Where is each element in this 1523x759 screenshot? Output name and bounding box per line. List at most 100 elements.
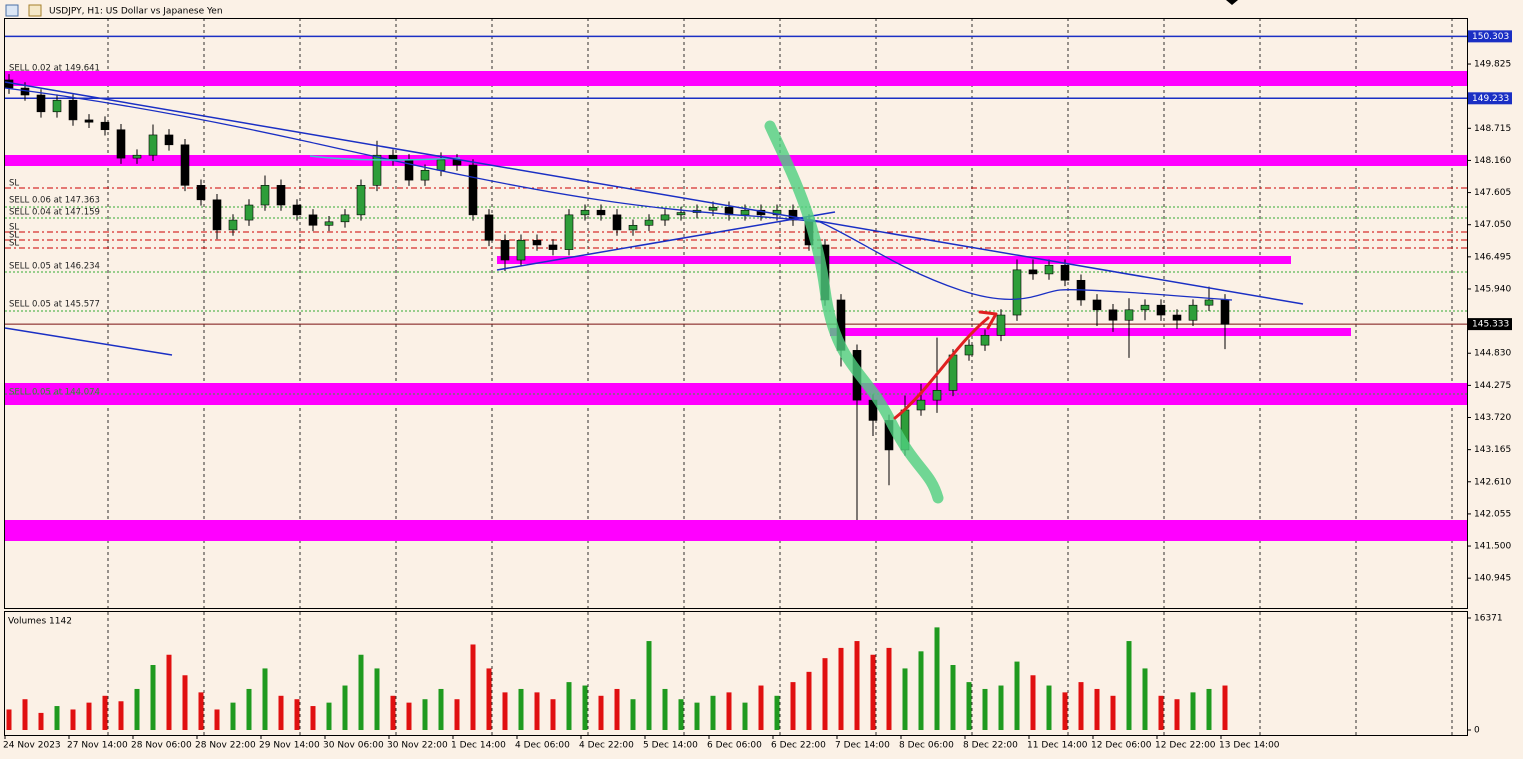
volume-bar [838,647,844,730]
order-label: SL [9,223,19,233]
volume-bar [598,695,604,730]
volume-bar [118,701,124,730]
volume-bar [390,695,396,730]
order-label: SL [9,239,19,249]
candle-body [788,209,798,221]
x-tick-label: 28 Nov 06:00 [131,741,192,751]
volume-bar [6,709,12,730]
candle-body [548,244,558,250]
candle-body [116,129,126,159]
volume-bar [486,668,492,730]
order-label: SELL 0.06 at 147.363 [9,196,100,206]
order-label: SELL 0.02 at 149.641 [9,64,100,74]
volume-bar [166,654,172,730]
volume-bar [1062,692,1068,730]
candle-body [212,199,222,231]
volume-bar [1094,688,1100,730]
zone [5,71,1467,86]
candle-body [1188,304,1198,321]
volume-bar [406,702,412,730]
candle-body [964,344,974,356]
volume-bar [54,706,60,730]
candle-body [388,154,398,161]
volume-bar [246,688,252,730]
symbol-icon [28,4,42,17]
x-tick-label: 8 Dec 06:00 [899,741,954,751]
volume-bar [38,712,44,730]
candle-body [948,354,958,391]
candle-body [740,209,750,216]
drawings [4,81,1304,504]
x-tick-label: 6 Dec 22:00 [771,741,826,751]
volume-bar [950,665,956,730]
level-tag [1468,30,1512,43]
volume-bar [694,702,700,730]
order-label: SELL 0.05 at 146.234 [9,262,100,272]
volume-bar [870,654,876,730]
order-label: SELL 0.04 at 147.159 [9,208,100,218]
candle-body [1060,264,1070,281]
moving-average-fast [309,155,461,161]
volume-bar [374,668,380,730]
candle-body [676,212,686,216]
candle-body [516,240,526,261]
x-tick-label: 12 Dec 06:00 [1091,741,1152,751]
volume-bar [630,699,636,730]
volume-bar [902,668,908,730]
volume-bar [278,695,284,730]
candle-body [1044,264,1054,275]
candle-body [532,240,542,246]
volume-bar [998,685,1004,730]
volume-bar [1126,641,1132,730]
candle-body [132,154,142,159]
x-tick-label: 1 Dec 14:00 [451,741,506,751]
y-tick-label: 143.720 [1474,413,1511,423]
candle-body [196,185,206,201]
volume-bar [758,685,764,730]
current-price-tag [1468,318,1512,331]
candle-body [340,214,350,223]
volume-bar [550,699,556,730]
y-tick-label: 147.050 [1474,220,1511,230]
volume-bar [966,682,972,730]
volume-bar [1014,661,1020,730]
order-lines [5,187,1467,395]
volume-bar [342,685,348,730]
volumes [6,627,1228,730]
order-label: SELL 0.05 at 145.577 [9,300,100,310]
candle-body [228,219,238,231]
order-label: SL [9,231,19,241]
window-title: USDJPY, H1: US Dollar vs Japanese Yen [49,7,223,17]
zone [497,256,1291,264]
volume-bar [150,665,156,730]
hand-drawn-arrow [893,316,990,420]
order-label: SELL 0.05 at 144.074 [9,388,100,398]
volume-bar [22,699,28,730]
y-tick-label: 148.715 [1474,124,1511,134]
candle-body [996,314,1006,336]
volume-bar [678,699,684,730]
x-tick-label: 4 Dec 22:00 [579,741,634,751]
candle-body [180,144,190,186]
volume-bar [182,675,188,730]
volume-bar [710,695,716,730]
x-tick-label: 27 Nov 14:00 [67,741,128,751]
candle-body [628,224,638,231]
level-label: 149.233 [1472,94,1509,104]
candle-body [1012,269,1022,316]
x-tick-label: 24 Nov 2023 [3,741,61,751]
candle-body [1092,299,1102,311]
volume-bar [310,706,316,730]
x-tick-label: 4 Dec 06:00 [515,741,570,751]
candle-body [84,119,94,123]
x-tick-label: 11 Dec 14:00 [1027,741,1088,751]
x-tick-label: 30 Nov 06:00 [323,741,384,751]
y-tick-label: 149.825 [1474,60,1511,70]
volume-bar [358,654,364,730]
zone [5,520,1467,541]
volume-bar [134,688,140,730]
y-tick-label: 144.830 [1474,349,1511,359]
volume-bar [502,692,508,730]
volume-bar [1078,682,1084,730]
